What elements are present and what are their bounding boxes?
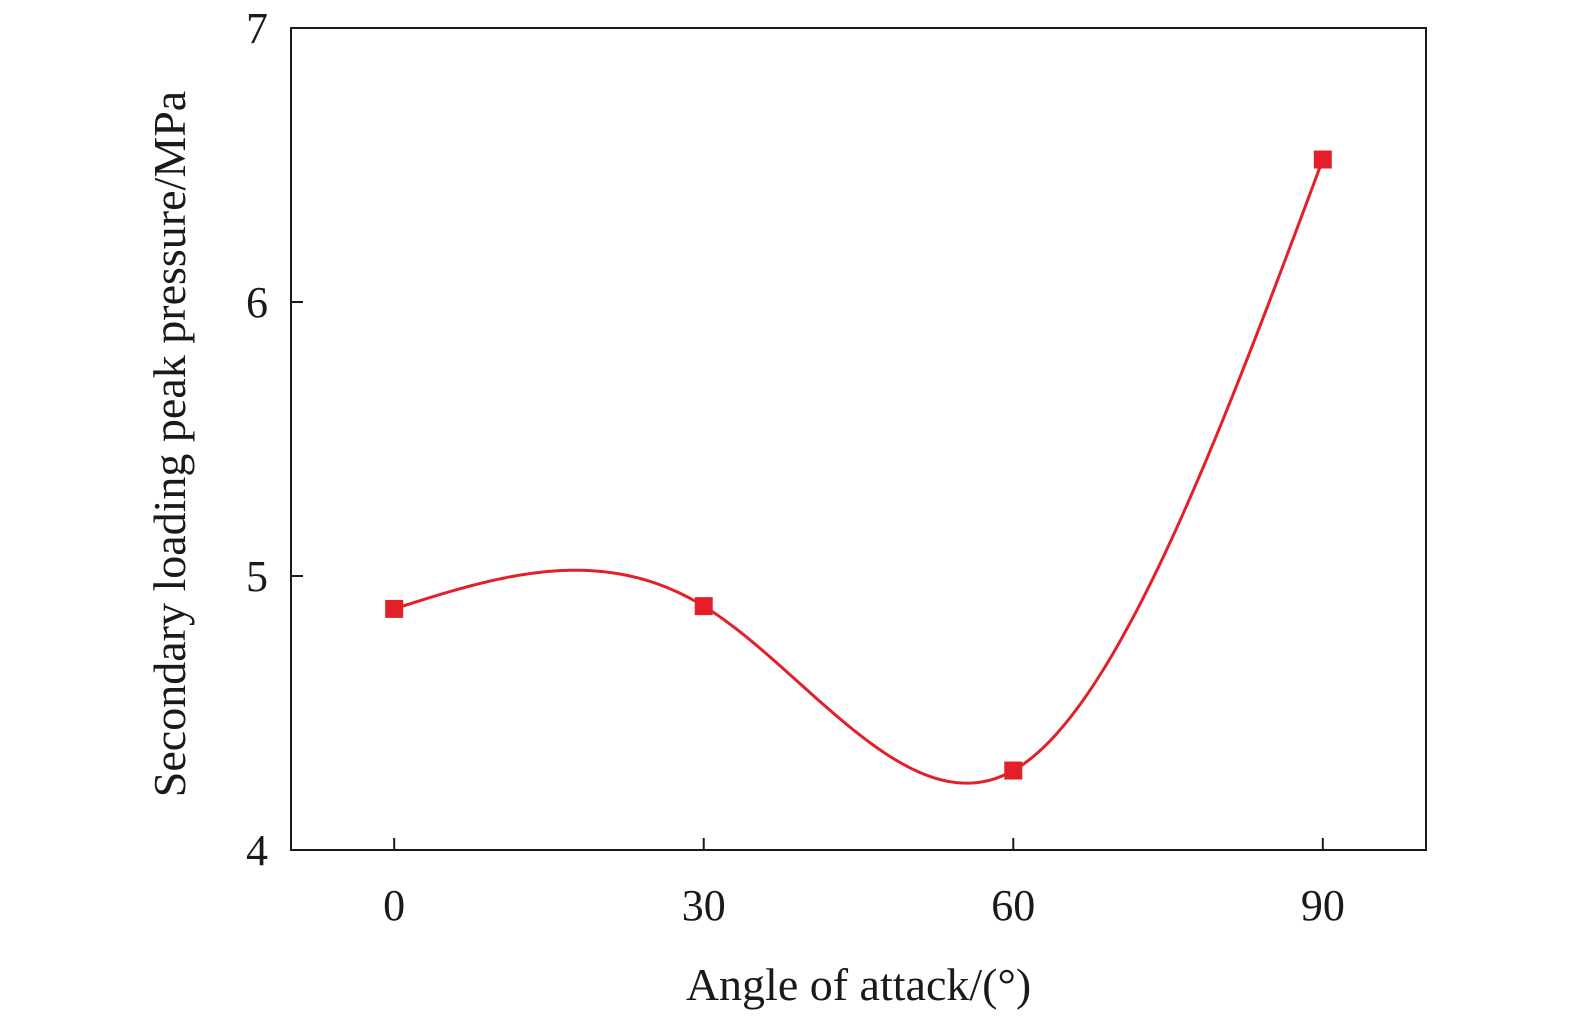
y-tick-label: 7 [246,4,268,53]
data-point-marker [385,599,404,618]
y-axis-ticks: 4 5 6 7 [246,4,303,875]
y-tick-label: 5 [246,552,268,601]
series-layer [385,150,1332,785]
y-tick-label: 4 [246,826,268,875]
plot-frame [290,27,1427,851]
x-tick-label: 90 [1301,881,1345,930]
series-line [393,158,1325,785]
x-tick-label: 0 [383,881,405,930]
x-axis-ticks: 0 30 60 90 [383,838,1345,930]
y-axis-title: Secondary loading peak pressure/MPa [144,91,195,797]
data-point-marker [1004,761,1023,780]
x-axis-title: Angle of attack/(°) [686,959,1031,1010]
data-point-marker [1313,150,1332,169]
plot-border [290,27,1427,851]
x-tick-label: 30 [682,881,726,930]
x-tick-label: 60 [991,881,1035,930]
data-point-marker [694,597,713,616]
y-tick-label: 6 [246,278,268,327]
